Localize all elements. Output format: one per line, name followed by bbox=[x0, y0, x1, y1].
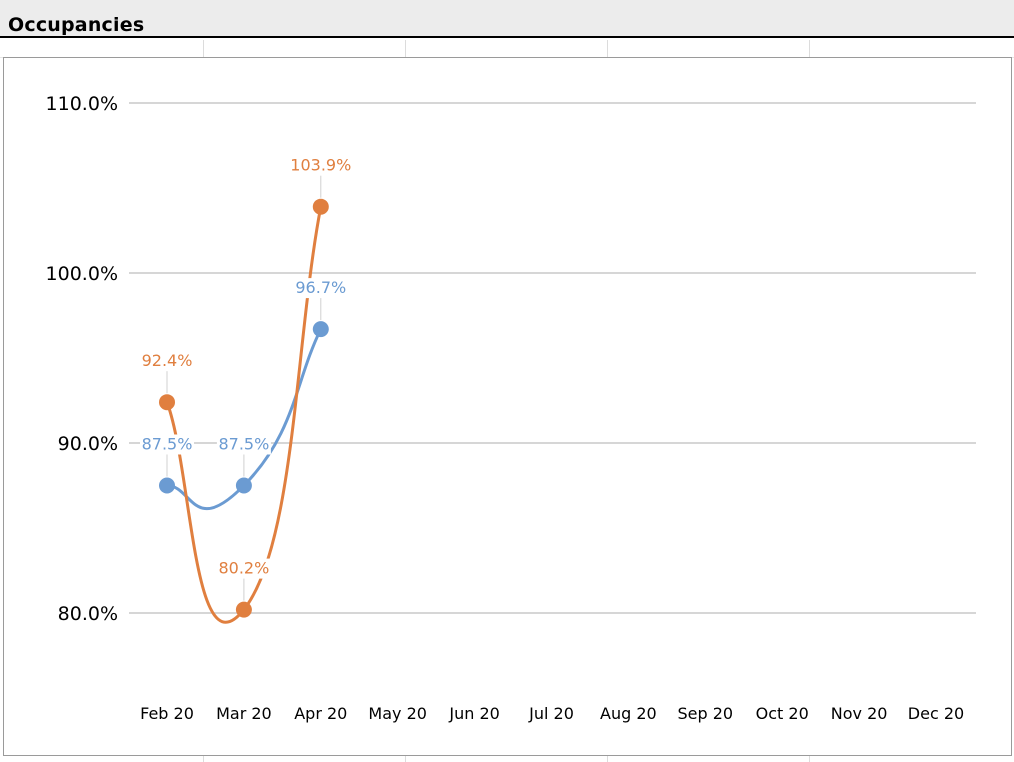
data-label: 103.9% bbox=[290, 156, 351, 175]
data-label: 92.4% bbox=[142, 351, 193, 370]
chart-frame[interactable]: 110.0% 100.0% 90.0% 80.0% Feb 20 Mar 20 Apr 20… bbox=[3, 57, 1012, 756]
occupancy-line-chart: 110.0% 100.0% 90.0% 80.0% Feb 20 Mar 20 Apr 20… bbox=[46, 93, 976, 723]
x-tick-label: Feb 20 bbox=[140, 704, 194, 723]
x-tick-label: Sep 20 bbox=[677, 704, 733, 723]
data-label: 96.7% bbox=[295, 278, 346, 297]
data-label-background bbox=[140, 434, 194, 455]
x-tick-label: Nov 20 bbox=[831, 704, 888, 723]
data-label-background bbox=[216, 558, 271, 579]
data-label: 87.5% bbox=[142, 435, 193, 454]
data-point bbox=[312, 198, 329, 215]
data-point bbox=[235, 477, 252, 494]
data-label: 87.5% bbox=[218, 435, 269, 454]
x-tick-label: Jul 20 bbox=[528, 704, 574, 723]
x-tick-label: Jun 20 bbox=[448, 704, 499, 723]
data-label: 80.2% bbox=[218, 559, 269, 578]
y-tick-label: 80.0% bbox=[58, 603, 118, 625]
data-point bbox=[159, 394, 175, 411]
x-tick-label: Apr 20 bbox=[294, 704, 347, 723]
data-label-background bbox=[140, 351, 194, 372]
y-tick-label: 110.0% bbox=[46, 93, 118, 115]
x-tick-label: May 20 bbox=[368, 704, 427, 723]
data-point bbox=[159, 477, 175, 494]
data-point bbox=[312, 321, 329, 338]
x-tick-label: Aug 20 bbox=[600, 704, 657, 723]
sheet-title: Occupancies bbox=[8, 14, 145, 36]
x-tick-label: Dec 20 bbox=[908, 704, 964, 723]
data-label-background bbox=[216, 434, 271, 455]
x-tick-label: Mar 20 bbox=[216, 704, 272, 723]
y-tick-label: 100.0% bbox=[46, 263, 118, 285]
sheet-header: Occupancies bbox=[0, 0, 1014, 38]
x-tick-label: Oct 20 bbox=[756, 704, 809, 723]
data-label-background bbox=[289, 155, 353, 176]
data-label-background bbox=[293, 278, 348, 299]
data-point bbox=[235, 601, 252, 618]
y-tick-label: 90.0% bbox=[58, 433, 118, 455]
